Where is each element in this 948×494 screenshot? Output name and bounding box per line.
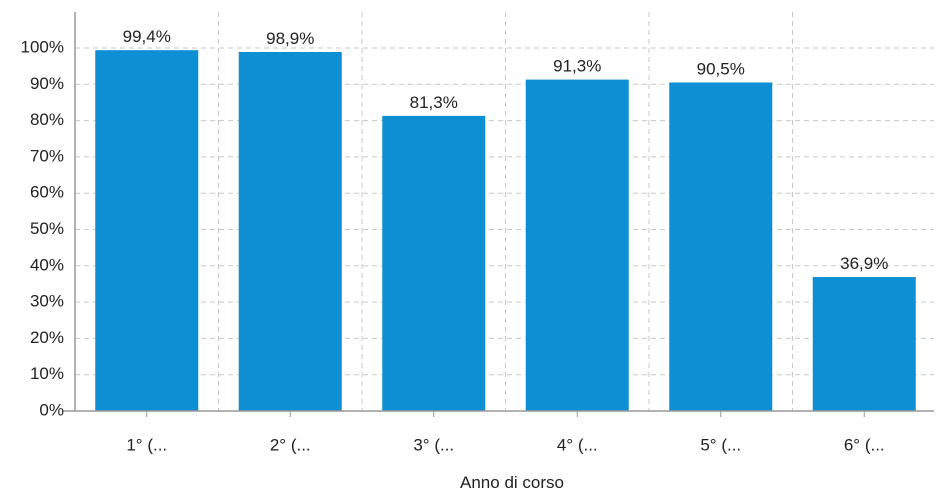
y-tick-label: 20% bbox=[30, 328, 64, 347]
x-tick-labels: 1° (... 2° (... 3° (... 4° (... 5° (... 6° (.… bbox=[126, 435, 884, 454]
x-tick-label: 4° (... bbox=[557, 435, 598, 454]
bars-group bbox=[95, 50, 916, 412]
y-tick-label: 10% bbox=[30, 364, 64, 383]
y-tick-label: 0% bbox=[39, 400, 64, 419]
data-label: 98,9% bbox=[266, 29, 314, 48]
axes-group bbox=[62, 12, 934, 417]
x-tick-label: 3° (... bbox=[413, 435, 454, 454]
y-tick-label: 40% bbox=[30, 255, 64, 274]
bar bbox=[669, 82, 773, 412]
y-tick-label: 70% bbox=[30, 146, 64, 165]
y-tick-labels: 0% 10% 20% 30% 40% 50% 60% 70% 80% 90% 100% bbox=[21, 37, 64, 419]
x-tick-label: 2° (... bbox=[270, 435, 311, 454]
y-tick-label: 30% bbox=[30, 292, 64, 311]
data-label: 81,3% bbox=[410, 93, 458, 112]
x-tick-label: 6° (... bbox=[844, 435, 885, 454]
data-label: 99,4% bbox=[123, 27, 171, 46]
data-label: 90,5% bbox=[697, 59, 745, 78]
bar bbox=[525, 79, 629, 412]
data-label: 91,3% bbox=[553, 57, 601, 76]
grid-lines bbox=[75, 12, 934, 411]
y-tick-label: 60% bbox=[30, 183, 64, 202]
x-tick-label: 1° (... bbox=[126, 435, 167, 454]
bar bbox=[238, 51, 342, 411]
y-tick-label: 50% bbox=[30, 219, 64, 238]
x-axis-title: Anno di corso bbox=[460, 473, 564, 492]
y-tick-label: 80% bbox=[30, 110, 64, 129]
bar bbox=[95, 50, 199, 411]
x-tick-label: 5° (... bbox=[700, 435, 741, 454]
bar bbox=[812, 277, 916, 411]
data-label: 36,9% bbox=[840, 254, 888, 273]
data-labels: 99,4% 98,9% 81,3% 91,3% 90,5% 36,9% bbox=[123, 27, 889, 273]
y-tick-label: 100% bbox=[21, 37, 64, 56]
bar bbox=[382, 115, 486, 412]
y-tick-label: 90% bbox=[30, 74, 64, 93]
